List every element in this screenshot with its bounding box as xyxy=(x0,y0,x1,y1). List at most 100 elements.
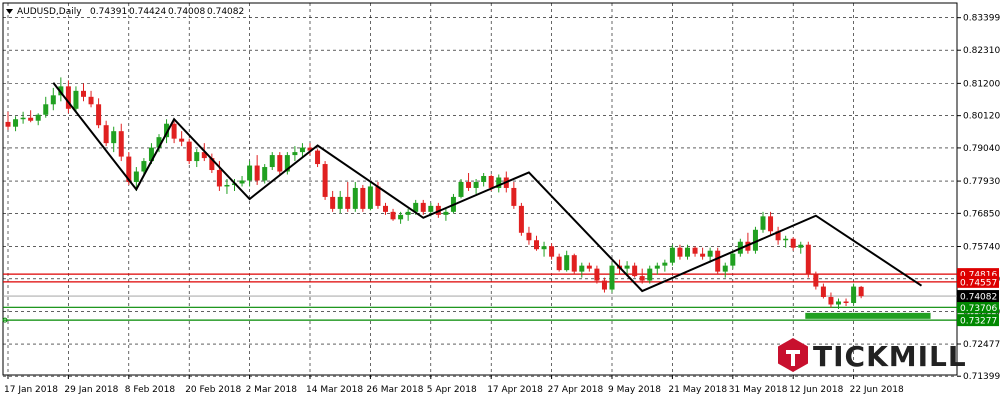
candle-body xyxy=(579,265,585,272)
candle xyxy=(35,113,41,126)
candle xyxy=(579,262,585,278)
current-price-badge xyxy=(957,290,999,303)
candle-body xyxy=(858,286,864,297)
candle-body xyxy=(43,104,49,115)
candle xyxy=(526,226,532,245)
candle-body xyxy=(549,246,555,257)
candle xyxy=(458,178,464,199)
candle xyxy=(805,241,811,278)
candle-body xyxy=(322,164,328,197)
candle-body xyxy=(488,176,494,188)
candle-body xyxy=(156,137,162,148)
candle xyxy=(65,80,71,114)
date-axis: 17 Jan 2018 29 Jan 2018 8 Feb 2018 20 Feb 2… xyxy=(4,375,904,395)
candle xyxy=(322,161,328,200)
candle xyxy=(518,202,524,236)
candle xyxy=(466,173,472,191)
candle-body xyxy=(836,301,841,305)
candle xyxy=(337,190,343,214)
candle-body xyxy=(13,119,19,127)
candle-body xyxy=(277,155,283,172)
candle xyxy=(707,247,713,263)
candle-body xyxy=(466,181,472,188)
candle xyxy=(632,262,638,278)
candle xyxy=(586,262,592,272)
open-value: 0.74391 xyxy=(90,7,127,17)
candle xyxy=(103,120,109,147)
candle xyxy=(836,298,841,309)
candle-body xyxy=(677,247,683,257)
symbol-label: AUDUSD,Daily xyxy=(17,7,82,17)
candle xyxy=(443,208,449,221)
candle-body xyxy=(473,181,479,188)
candle-body xyxy=(662,262,668,266)
candle xyxy=(813,271,819,290)
candle xyxy=(5,111,11,130)
candle-body xyxy=(179,138,185,142)
candle xyxy=(262,164,268,184)
candle xyxy=(752,226,758,254)
candle-body xyxy=(65,86,71,109)
candle xyxy=(820,283,826,299)
candle-body xyxy=(752,229,758,251)
brand-name: TICKMILL xyxy=(813,340,967,373)
candle xyxy=(798,241,804,254)
candle-body xyxy=(375,186,381,206)
candle-body xyxy=(292,152,298,156)
level-badge-label: 0.73277 xyxy=(960,317,997,327)
candle xyxy=(58,77,64,102)
candle-body xyxy=(50,95,56,105)
candle xyxy=(20,111,26,124)
candle xyxy=(315,149,321,168)
candle xyxy=(299,143,305,159)
candle-body xyxy=(851,286,857,303)
price-axis: 0.83399 0.82310 0.81200 0.80120 0.79040 0.779… xyxy=(957,14,1000,382)
high-value: 0.74424 xyxy=(129,7,166,17)
candle-body xyxy=(164,123,170,138)
candle-body xyxy=(420,202,426,212)
candle-body xyxy=(798,244,804,248)
candle xyxy=(534,235,539,251)
candle xyxy=(50,87,56,111)
price-tick-label: 0.81200 xyxy=(963,79,1000,89)
price-tick-label: 0.76850 xyxy=(963,209,1000,219)
candle xyxy=(284,152,290,175)
candle-body xyxy=(103,125,109,144)
candle-body xyxy=(700,253,706,257)
candle-body xyxy=(390,211,396,220)
candle xyxy=(564,250,570,272)
candle-body xyxy=(224,184,230,187)
candle-body xyxy=(307,147,313,151)
candle-body xyxy=(843,301,849,303)
candle xyxy=(360,184,366,212)
candle xyxy=(224,178,230,194)
level-badge-label: 0.74816 xyxy=(960,271,997,281)
dropdown-icon[interactable] xyxy=(6,9,13,14)
level-badge-label: 0.73706 xyxy=(960,304,997,314)
date-tick-label: 22 Jun 2018 xyxy=(850,385,904,395)
candle xyxy=(141,158,147,177)
candle xyxy=(73,86,79,112)
candle xyxy=(330,190,336,212)
date-tick-label: 2 Mar 2018 xyxy=(246,385,298,395)
candle xyxy=(88,90,94,108)
date-tick-label: 8 Feb 2018 xyxy=(125,385,176,395)
date-tick-label: 5 Apr 2018 xyxy=(427,385,477,395)
candle xyxy=(194,149,200,168)
price-tick-label: 0.72477 xyxy=(963,340,1000,350)
candle xyxy=(383,202,388,215)
candle xyxy=(647,265,653,284)
date-tick-label: 17 Jan 2018 xyxy=(4,385,58,395)
candle-body xyxy=(571,255,577,272)
candle xyxy=(594,265,600,284)
candle-body xyxy=(299,147,305,153)
zigzag-polyline xyxy=(52,82,923,293)
candle xyxy=(511,181,517,209)
candle xyxy=(209,153,215,174)
plot-area xyxy=(2,2,958,376)
candle xyxy=(186,138,192,165)
date-tick-label: 21 May 2018 xyxy=(668,385,727,395)
candle-body xyxy=(639,276,645,281)
candle xyxy=(43,96,49,118)
